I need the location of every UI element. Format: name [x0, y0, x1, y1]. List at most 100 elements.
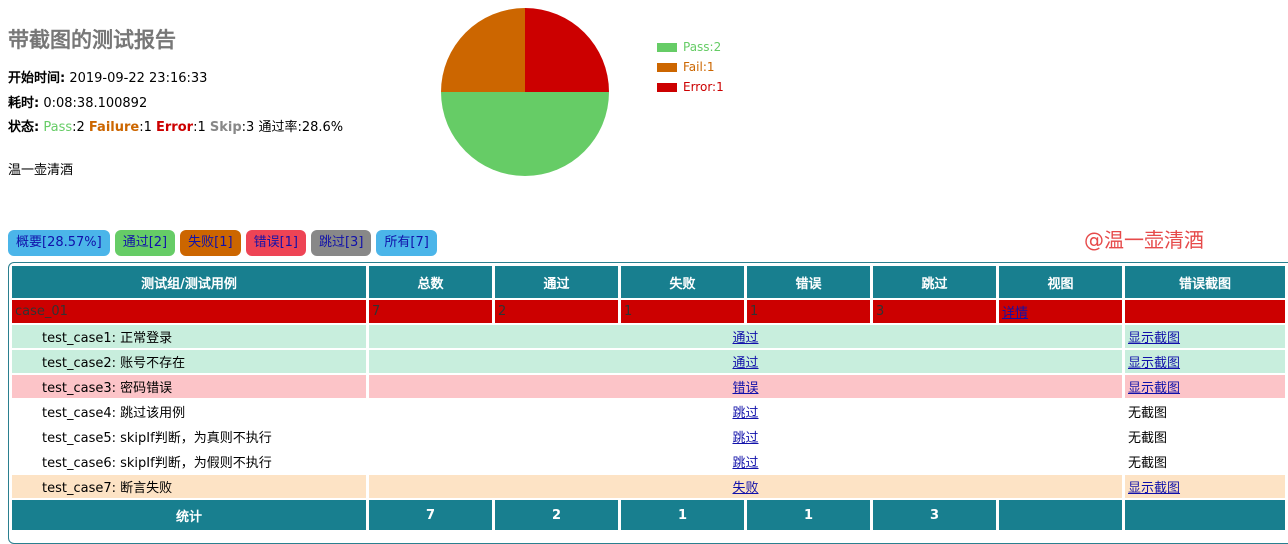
start-time-label: 开始时间:: [8, 71, 66, 86]
status-pass-value: :2: [72, 120, 85, 135]
total-cell: 3: [873, 500, 996, 530]
suite-shot-cell: [1125, 300, 1285, 323]
case-screenshot-cell: 无截图: [1125, 400, 1285, 423]
column-header-2: 通过: [495, 266, 618, 298]
filter-tab-0[interactable]: 概要[28.57%]: [8, 230, 110, 256]
total-cell: [1125, 500, 1285, 530]
watermark: @温一壶清酒: [1084, 228, 1204, 252]
legend-swatch: [657, 62, 677, 72]
result-pie-chart: [441, 8, 609, 176]
case-screenshot-cell: 显示截图: [1125, 350, 1285, 373]
column-header-4: 错误: [747, 266, 870, 298]
show-screenshot-link[interactable]: 显示截图: [1128, 356, 1181, 371]
case-screenshot-cell: 显示截图: [1125, 375, 1285, 398]
pie-slice-error: [525, 8, 609, 92]
case-status-cell: 跳过: [369, 450, 1122, 473]
start-time-value: 2019-09-22 23:16:33: [69, 71, 208, 86]
case-screenshot-cell: 显示截图: [1125, 475, 1285, 498]
column-header-7: 错误截图: [1125, 266, 1285, 298]
column-header-0: 测试组/测试用例: [12, 266, 366, 298]
case-status-link[interactable]: 跳过: [732, 456, 759, 471]
status-error-value: :1: [193, 120, 206, 135]
status-error-label: Error: [156, 120, 194, 135]
column-header-3: 失败: [621, 266, 744, 298]
case-status-link[interactable]: 失败: [732, 481, 759, 496]
table-row: test_case4: 跳过该用例 跳过 无截图: [12, 400, 1285, 423]
suite-view-cell: 详情: [999, 300, 1122, 323]
result-table-container: 测试组/测试用例 总数 通过 失败 错误 跳过 视图 错误截图 case_01 7 2 1 1 3 详情 t…: [8, 262, 1288, 544]
suite-cell: 1: [621, 300, 744, 323]
case-status-cell: 通过: [369, 350, 1122, 373]
case-status-link[interactable]: 通过: [732, 331, 759, 346]
case-status-link[interactable]: 错误: [732, 381, 759, 396]
author: 温一壶清酒: [8, 163, 74, 178]
status-fail-label: Failure: [88, 120, 140, 135]
column-header-1: 总数: [369, 266, 492, 298]
legend-item-pass: Pass:2: [657, 37, 724, 57]
legend-item-error: Error:1: [657, 77, 724, 97]
case-status-cell: 跳过: [369, 400, 1122, 423]
case-screenshot-cell: 无截图: [1125, 450, 1285, 473]
column-header-5: 跳过: [873, 266, 996, 298]
legend-swatch: [657, 82, 677, 92]
filter-tab-2[interactable]: 失败[1]: [180, 230, 241, 256]
case-name: test_case1: 正常登录: [12, 325, 366, 348]
filter-tab-5[interactable]: 所有[7]: [376, 230, 437, 256]
duration-value: 0:08:38.100892: [43, 96, 148, 111]
case-name: test_case7: 断言失败: [12, 475, 366, 498]
case-status-cell: 失败: [369, 475, 1122, 498]
case-status-cell: 跳过: [369, 425, 1122, 448]
duration-label: 耗时:: [8, 96, 40, 111]
total-cell: 1: [747, 500, 870, 530]
show-screenshot-link[interactable]: 显示截图: [1128, 381, 1181, 396]
table-row: test_case2: 账号不存在 通过 显示截图: [12, 350, 1285, 373]
legend-item-fail: Fail:1: [657, 57, 724, 77]
legend-label: Error:1: [683, 80, 724, 94]
show-screenshot-link[interactable]: 显示截图: [1128, 331, 1181, 346]
case-status-link[interactable]: 跳过: [732, 406, 759, 421]
total-cell: [999, 500, 1122, 530]
suite-detail-link[interactable]: 详情: [1002, 306, 1029, 321]
pass-rate: 通过率:28.6%: [258, 120, 344, 135]
table-row: test_case3: 密码错误 错误 显示截图: [12, 375, 1285, 398]
total-cell: 7: [369, 500, 492, 530]
status-label: 状态:: [8, 120, 40, 135]
case-screenshot-cell: 无截图: [1125, 425, 1285, 448]
case-status-link[interactable]: 通过: [732, 356, 759, 371]
status-skip-value: :3: [241, 120, 255, 135]
legend-swatch: [657, 42, 677, 52]
duration: 耗时: 0:08:38.100892: [8, 92, 147, 111]
filter-tabs: 概要[28.57%] 通过[2] 失败[1] 错误[1] 跳过[3] 所有[7]: [8, 230, 442, 256]
total-cell: 2: [495, 500, 618, 530]
case-name: test_case2: 账号不存在: [12, 350, 366, 373]
suite-cell: 3: [873, 300, 996, 323]
suite-cell: 2: [495, 300, 618, 323]
filter-tab-3[interactable]: 错误[1]: [245, 230, 306, 256]
case-name: test_case5: skipIf判断，为真则不执行: [12, 425, 366, 448]
table-row: test_case7: 断言失败 失败 显示截图: [12, 475, 1285, 498]
table-row: test_case6: skipIf判断，为假则不执行 跳过 无截图: [12, 450, 1285, 473]
table-header-row: 测试组/测试用例 总数 通过 失败 错误 跳过 视图 错误截图: [12, 266, 1285, 298]
case-status-cell: 错误: [369, 375, 1122, 398]
case-name: test_case6: skipIf判断，为假则不执行: [12, 450, 366, 473]
show-screenshot-link[interactable]: 显示截图: [1128, 481, 1181, 496]
start-time: 开始时间: 2019-09-22 23:16:33: [8, 67, 207, 86]
status-skip-label: Skip: [209, 120, 242, 135]
total-row: 统计 7 2 1 1 3: [12, 500, 1285, 530]
case-screenshot-cell: 显示截图: [1125, 325, 1285, 348]
total-cell: 统计: [12, 500, 366, 530]
column-header-6: 视图: [999, 266, 1122, 298]
status-pass-label: Pass: [43, 120, 73, 135]
table-row: test_case5: skipIf判断，为真则不执行 跳过 无截图: [12, 425, 1285, 448]
pie-slice-pass: [441, 92, 609, 176]
case-name: test_case4: 跳过该用例: [12, 400, 366, 423]
case-name: test_case3: 密码错误: [12, 375, 366, 398]
filter-tab-1[interactable]: 通过[2]: [114, 230, 176, 256]
case-status-link[interactable]: 跳过: [732, 431, 759, 446]
case-status-cell: 通过: [369, 325, 1122, 348]
pie-legend: Pass:2 Fail:1 Error:1: [657, 37, 724, 97]
table-row: test_case1: 正常登录 通过 显示截图: [12, 325, 1285, 348]
filter-tab-4[interactable]: 跳过[3]: [310, 230, 372, 256]
result-table: 测试组/测试用例 总数 通过 失败 错误 跳过 视图 错误截图 case_01 7 2 1 1 3 详情 t…: [9, 264, 1288, 532]
suite-cell: 1: [747, 300, 870, 323]
